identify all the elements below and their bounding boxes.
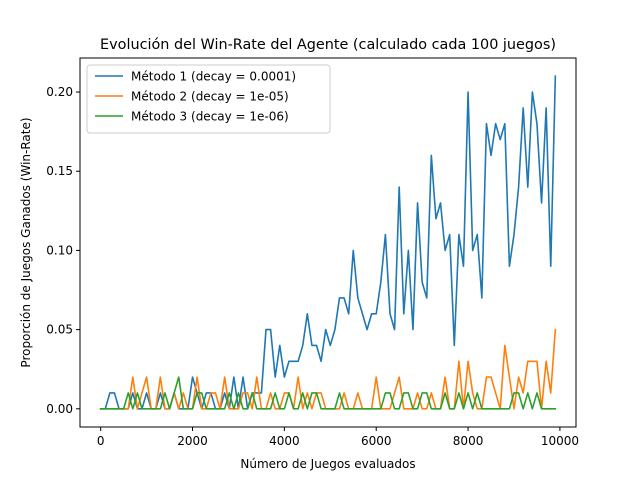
y-ticks: 0.00 0.05 0.10 0.15 0.20: [46, 85, 80, 416]
x-axis-label: Número de Juegos evaluados: [240, 457, 415, 471]
y-tick-label: 0.10: [46, 243, 73, 257]
x-tick-label: 6000: [361, 434, 392, 448]
legend: Método 1 (decay = 0.0001) Método 2 (decay…: [86, 64, 331, 134]
x-tick-label: 0: [97, 434, 105, 448]
series-line-3: [99, 376, 557, 410]
legend-box: [86, 64, 331, 134]
y-tick-label: 0.20: [46, 85, 73, 99]
y-axis-label: Proporción de Juegos Ganados (Win-Rate): [19, 117, 33, 367]
legend-label-2: Método 2 (decay = 1e-05): [131, 90, 289, 104]
y-tick-label: 0.05: [46, 323, 73, 337]
plot-lines: [99, 75, 557, 410]
legend-label-3: Método 3 (decay = 1e-06): [131, 110, 289, 124]
x-tick-label: 2000: [177, 434, 208, 448]
y-tick-label: 0.15: [46, 164, 73, 178]
y-tick-label: 0.00: [46, 402, 73, 416]
x-ticks: 0 2000 4000 6000 8000 10000: [97, 427, 579, 448]
x-tick-label: 10000: [541, 434, 579, 448]
legend-label-1: Método 1 (decay = 0.0001): [131, 70, 296, 84]
x-tick-label: 4000: [269, 434, 300, 448]
x-tick-label: 8000: [453, 434, 484, 448]
chart-title: Evolución del Win-Rate del Agente (calcu…: [100, 37, 556, 53]
axes-frame: [79, 57, 577, 428]
